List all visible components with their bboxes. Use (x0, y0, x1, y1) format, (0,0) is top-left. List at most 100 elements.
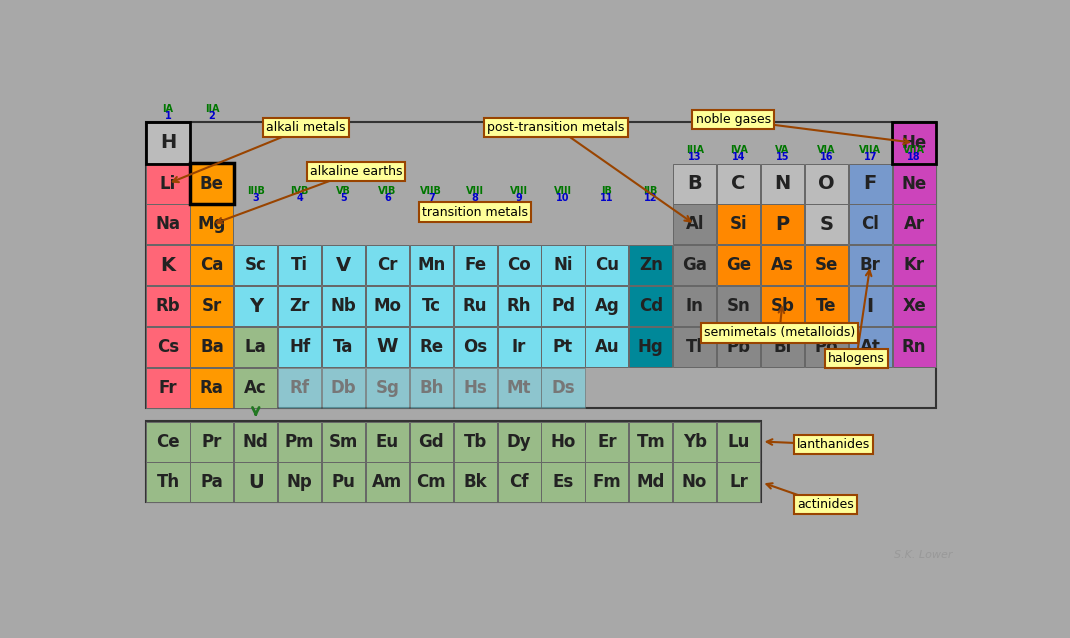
Bar (147, 163, 189, 204)
Text: 17: 17 (863, 152, 877, 162)
Text: Rb: Rb (155, 297, 181, 315)
Bar (673, 245, 716, 285)
Text: Nb: Nb (331, 297, 356, 315)
Text: Dy: Dy (507, 433, 532, 450)
Bar (717, 245, 760, 285)
Text: 7: 7 (428, 193, 434, 203)
Text: Tb: Tb (463, 433, 487, 450)
Text: noble gases: noble gases (696, 113, 770, 126)
Bar (454, 245, 496, 285)
Bar (147, 122, 189, 163)
Bar (629, 422, 672, 461)
Text: Cu: Cu (595, 256, 618, 274)
Bar (366, 245, 409, 285)
Text: VIB: VIB (379, 186, 397, 196)
Text: Ca: Ca (200, 256, 224, 274)
Text: Cl: Cl (861, 216, 880, 234)
Bar (146, 122, 936, 408)
Bar (849, 204, 891, 244)
Bar (673, 286, 716, 326)
Text: Ni: Ni (553, 256, 572, 274)
Bar (629, 327, 672, 367)
Bar (717, 422, 760, 461)
Bar (366, 286, 409, 326)
Text: C: C (732, 174, 746, 193)
Text: Ho: Ho (550, 433, 576, 450)
Bar (629, 463, 672, 502)
Text: Cr: Cr (378, 256, 398, 274)
Text: Po: Po (814, 338, 838, 356)
Text: Gd: Gd (418, 433, 444, 450)
Bar (585, 245, 628, 285)
Text: Tm: Tm (637, 433, 666, 450)
Bar (410, 286, 453, 326)
Text: Mo: Mo (373, 297, 401, 315)
Text: transition metals: transition metals (423, 205, 529, 219)
Text: 14: 14 (732, 152, 746, 162)
Bar (410, 327, 453, 367)
Bar (849, 286, 891, 326)
Bar (805, 163, 847, 204)
Text: Br: Br (860, 256, 881, 274)
Bar (278, 422, 321, 461)
Bar (147, 286, 189, 326)
Text: S: S (820, 215, 834, 234)
Bar (190, 245, 233, 285)
Bar (146, 122, 190, 163)
Bar (366, 422, 409, 461)
Text: At: At (860, 338, 881, 356)
Text: Mg: Mg (198, 216, 226, 234)
Text: P: P (776, 215, 790, 234)
Bar (892, 327, 935, 367)
Bar (673, 163, 716, 204)
Bar (805, 245, 847, 285)
Text: 13: 13 (688, 152, 702, 162)
Bar (454, 327, 496, 367)
Bar (717, 163, 760, 204)
Bar (322, 422, 365, 461)
Bar (146, 461, 761, 502)
Text: Fe: Fe (464, 256, 486, 274)
Text: Ne: Ne (902, 175, 927, 193)
Bar (849, 327, 891, 367)
Text: Ag: Ag (595, 297, 620, 315)
Text: Cm: Cm (416, 473, 446, 491)
Text: 11: 11 (600, 193, 614, 203)
Bar (190, 204, 233, 244)
Text: As: As (771, 256, 794, 274)
Bar (541, 463, 584, 502)
Text: VIII: VIII (467, 186, 485, 196)
Text: 6: 6 (384, 193, 391, 203)
Bar (892, 204, 935, 244)
Bar (761, 286, 804, 326)
Text: U: U (248, 473, 263, 492)
Bar (673, 327, 716, 367)
Bar (189, 163, 234, 204)
Bar (498, 422, 540, 461)
Text: Lu: Lu (728, 433, 750, 450)
Text: Lr: Lr (729, 473, 748, 491)
Bar (498, 286, 540, 326)
Bar (278, 327, 321, 367)
Text: Tl: Tl (686, 338, 703, 356)
Text: N: N (775, 174, 791, 193)
Text: semimetals (metalloids): semimetals (metalloids) (704, 327, 855, 339)
Text: 5: 5 (340, 193, 347, 203)
Text: Li: Li (159, 175, 177, 193)
Bar (892, 286, 935, 326)
Text: VIII: VIII (554, 186, 572, 196)
Bar (585, 422, 628, 461)
Text: Pt: Pt (553, 338, 574, 356)
Bar (761, 245, 804, 285)
Text: IIB: IIB (643, 186, 658, 196)
Bar (147, 327, 189, 367)
Text: Y: Y (248, 297, 263, 316)
Bar (322, 367, 365, 408)
Bar (147, 422, 189, 461)
Bar (366, 463, 409, 502)
Bar (410, 367, 453, 408)
Text: Md: Md (637, 473, 664, 491)
Bar (892, 163, 935, 204)
Bar (805, 204, 847, 244)
Bar (190, 422, 233, 461)
